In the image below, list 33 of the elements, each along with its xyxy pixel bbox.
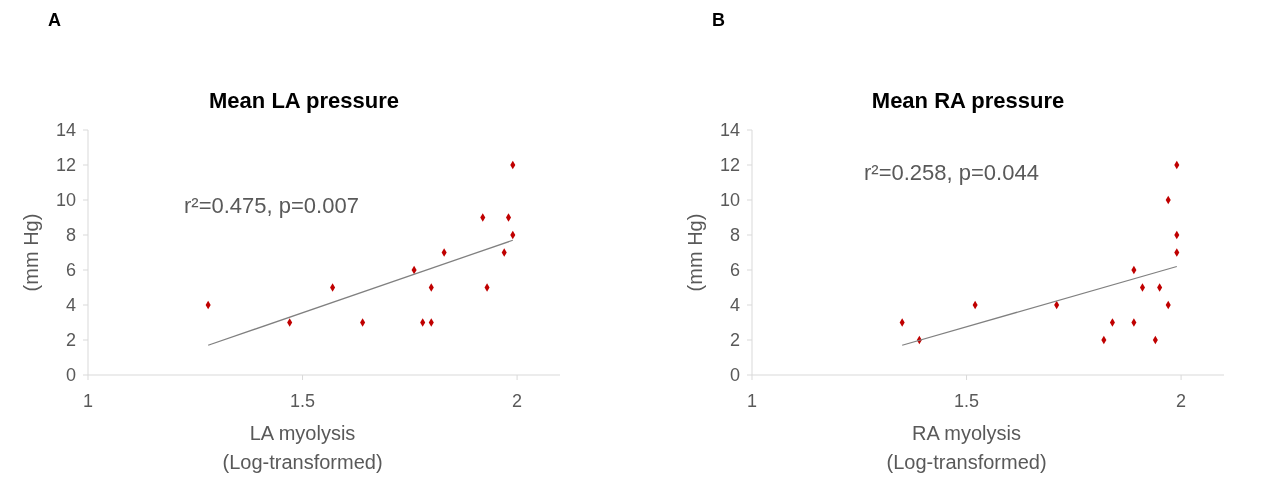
y-tick-label: 4	[65, 295, 76, 316]
y-tick-label: 10	[55, 190, 76, 211]
chart-title: Mean RA pressure	[871, 88, 1065, 113]
y-tick-label: 6	[65, 260, 76, 281]
text: B	[712, 10, 725, 30]
y-tick-label: 4	[729, 295, 740, 316]
x-tick-label: 2	[1176, 391, 1187, 411]
point	[505, 213, 512, 222]
x-tick-label: 1.5	[290, 391, 316, 411]
y-tick-label: 2	[729, 330, 740, 351]
annotation: r²=0.258, p=0.044	[864, 160, 1039, 185]
x-tick-label: 2	[512, 391, 523, 411]
x-tick-label: 1	[82, 391, 94, 411]
x-axis-title: RA myolysis (Log-transformed)	[886, 422, 1047, 473]
chart-title: Mean LA pressure	[209, 88, 399, 113]
y-axis-title: (mm Hg)	[684, 213, 706, 292]
x-tick-label: 1.5	[954, 391, 980, 411]
x-axis-title: LA myolysis (Log-transformed)	[222, 422, 383, 473]
y-tick-label: 0	[729, 365, 740, 386]
y-tick-label: 14	[719, 120, 740, 141]
x-tick-label: 1	[746, 391, 758, 411]
y-tick-label: 10	[719, 190, 740, 211]
y-tick-label: 8	[65, 225, 76, 246]
y-tick-label: 12	[55, 155, 76, 176]
text: A	[48, 10, 61, 30]
y-tick-label: 12	[719, 155, 740, 176]
y-tick-label: 0	[65, 365, 76, 386]
y-tick-label: 6	[729, 260, 740, 281]
y-tick-label: 14	[55, 120, 76, 141]
y-axis-title: (mm Hg)	[20, 213, 42, 292]
y-tick-label: 2	[65, 330, 76, 351]
y-tick-label: 8	[729, 225, 740, 246]
annotation: r²=0.475, p=0.007	[184, 193, 359, 218]
